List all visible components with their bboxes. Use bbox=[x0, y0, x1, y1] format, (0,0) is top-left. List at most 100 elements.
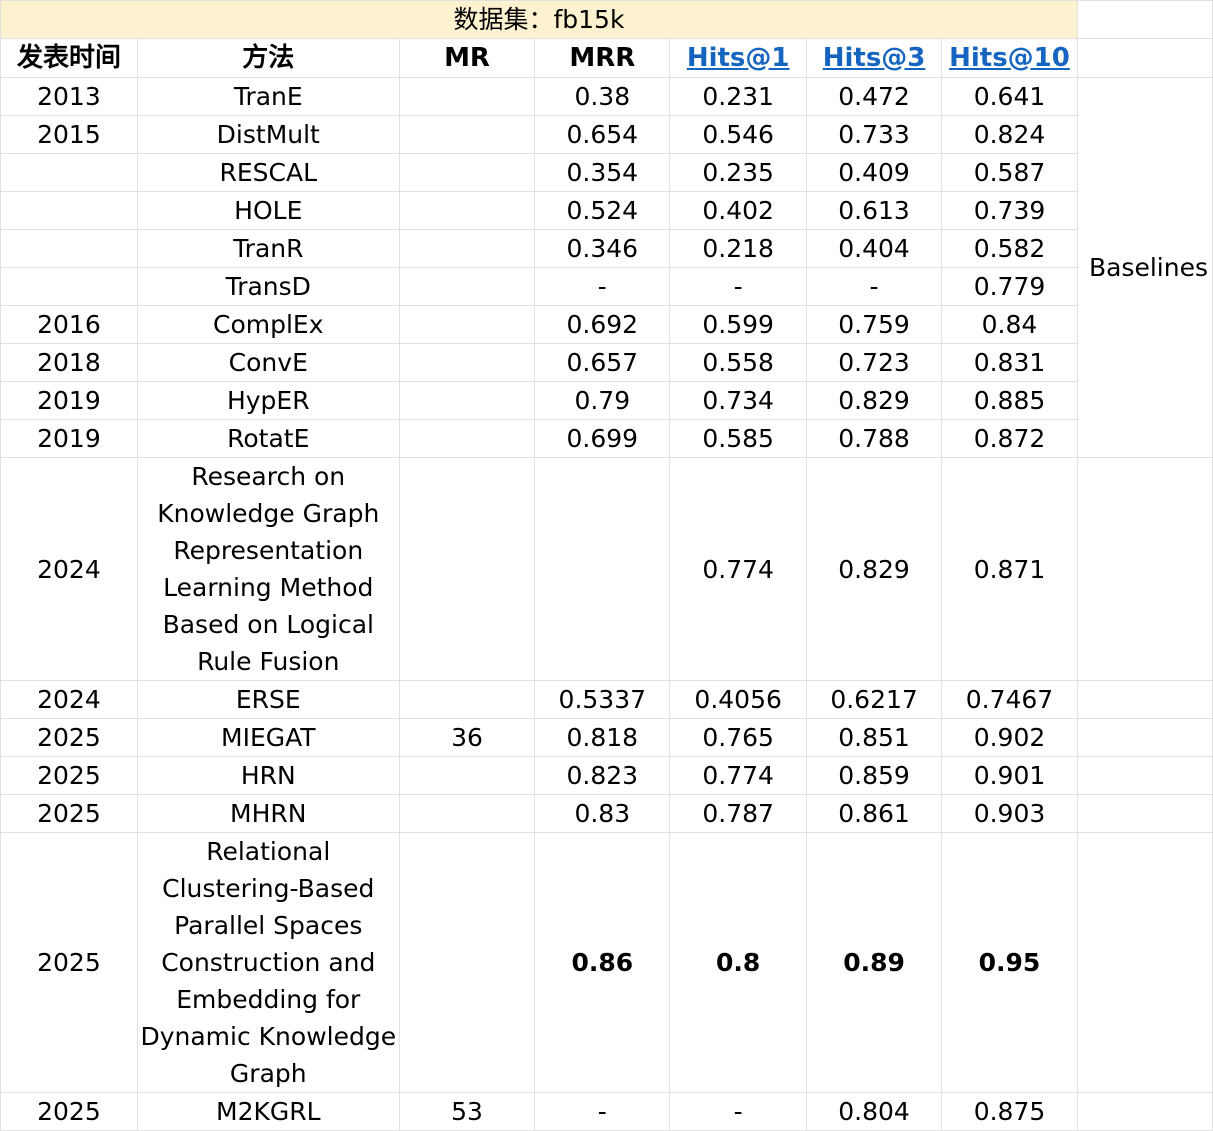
cell-hits10[interactable]: 0.641 bbox=[941, 77, 1078, 116]
cell-hits3[interactable]: 0.89 bbox=[806, 832, 942, 1093]
cell-year[interactable]: 2024 bbox=[0, 680, 138, 719]
empty-cell[interactable] bbox=[1076, 1092, 1213, 1131]
cell-method[interactable]: DistMult bbox=[136, 115, 400, 154]
cell-hits3[interactable]: 0.851 bbox=[806, 718, 942, 757]
cell-mr[interactable] bbox=[398, 115, 536, 154]
cell-method[interactable]: HOLE bbox=[136, 191, 400, 230]
cell-mrr[interactable]: 0.818 bbox=[534, 718, 671, 757]
cell-hits10[interactable]: 0.871 bbox=[941, 457, 1078, 681]
cell-hits1[interactable]: 0.774 bbox=[669, 756, 808, 795]
cell-year[interactable] bbox=[0, 153, 138, 192]
cell-method[interactable]: M2KGRL bbox=[136, 1092, 400, 1131]
cell-mrr[interactable]: 0.823 bbox=[534, 756, 671, 795]
hits3-link[interactable]: Hits@3 bbox=[822, 42, 926, 73]
cell-hits10[interactable]: 0.739 bbox=[941, 191, 1078, 230]
cell-year[interactable]: 2024 bbox=[0, 457, 138, 681]
cell-hits1[interactable]: 0.4056 bbox=[669, 680, 808, 719]
cell-method[interactable]: HypER bbox=[136, 381, 400, 420]
cell-mr[interactable] bbox=[398, 153, 536, 192]
cell-hits10[interactable]: 0.902 bbox=[941, 718, 1078, 757]
cell-hits1[interactable]: 0.231 bbox=[669, 77, 808, 116]
cell-hits3[interactable]: - bbox=[806, 267, 942, 306]
cell-mr[interactable] bbox=[398, 457, 536, 681]
cell-hits3[interactable]: 0.613 bbox=[806, 191, 942, 230]
cell-hits10[interactable]: 0.95 bbox=[941, 832, 1078, 1093]
cell-mr[interactable]: 53 bbox=[398, 1092, 536, 1131]
cell-year[interactable] bbox=[0, 267, 138, 306]
cell-mr[interactable] bbox=[398, 832, 536, 1093]
cell-hits1[interactable]: 0.585 bbox=[669, 419, 808, 458]
cell-year[interactable]: 2025 bbox=[0, 718, 138, 757]
cell-mr[interactable]: 36 bbox=[398, 718, 536, 757]
header-hits1[interactable]: Hits@1 bbox=[669, 38, 808, 78]
header-hits3[interactable]: Hits@3 bbox=[806, 38, 942, 78]
cell-mrr[interactable] bbox=[534, 457, 671, 681]
cell-hits3[interactable]: 0.733 bbox=[806, 115, 942, 154]
cell-year[interactable]: 2013 bbox=[0, 77, 138, 116]
cell-method[interactable]: RotatE bbox=[136, 419, 400, 458]
cell-hits3[interactable]: 0.723 bbox=[806, 343, 942, 382]
cell-hits3[interactable]: 0.861 bbox=[806, 794, 942, 833]
cell-year[interactable]: 2025 bbox=[0, 832, 138, 1093]
cell-hits10[interactable]: 0.582 bbox=[941, 229, 1078, 268]
cell-hits1[interactable]: 0.734 bbox=[669, 381, 808, 420]
cell-method[interactable]: TranR bbox=[136, 229, 400, 268]
cell-mr[interactable] bbox=[398, 381, 536, 420]
cell-hits10[interactable]: 0.587 bbox=[941, 153, 1078, 192]
cell-method[interactable]: TranE bbox=[136, 77, 400, 116]
cell-method[interactable]: MIEGAT bbox=[136, 718, 400, 757]
cell-mrr[interactable]: 0.86 bbox=[534, 832, 671, 1093]
cell-year[interactable]: 2018 bbox=[0, 343, 138, 382]
cell-hits1[interactable]: 0.8 bbox=[669, 832, 808, 1093]
cell-hits1[interactable]: 0.402 bbox=[669, 191, 808, 230]
cell-method[interactable]: Relational Clustering-Based Parallel Spa… bbox=[136, 832, 400, 1093]
header-mrr[interactable]: MRR bbox=[534, 38, 671, 78]
cell-mr[interactable] bbox=[398, 756, 536, 795]
cell-hits3[interactable]: 0.829 bbox=[806, 381, 942, 420]
cell-hits1[interactable]: 0.599 bbox=[669, 305, 808, 344]
hits10-link[interactable]: Hits@10 bbox=[949, 42, 1070, 73]
cell-mrr[interactable]: 0.346 bbox=[534, 229, 671, 268]
cell-mrr[interactable]: 0.654 bbox=[534, 115, 671, 154]
header-year[interactable]: 发表时间 bbox=[0, 38, 138, 78]
cell-mrr[interactable]: 0.354 bbox=[534, 153, 671, 192]
cell-mrr[interactable]: 0.5337 bbox=[534, 680, 671, 719]
cell-method[interactable]: ConvE bbox=[136, 343, 400, 382]
cell-year[interactable]: 2019 bbox=[0, 381, 138, 420]
cell-method[interactable]: Research on Knowledge Graph Representati… bbox=[136, 457, 400, 681]
cell-mrr[interactable]: 0.83 bbox=[534, 794, 671, 833]
cell-hits10[interactable]: 0.824 bbox=[941, 115, 1078, 154]
cell-hits3[interactable]: 0.404 bbox=[806, 229, 942, 268]
cell-year[interactable]: 2016 bbox=[0, 305, 138, 344]
empty-cell[interactable] bbox=[1076, 457, 1213, 681]
dataset-title-cell[interactable]: 数据集：fb15k bbox=[0, 0, 1078, 39]
cell-hits10[interactable]: 0.875 bbox=[941, 1092, 1078, 1131]
cell-hits10[interactable]: 0.84 bbox=[941, 305, 1078, 344]
cell-year[interactable]: 2025 bbox=[0, 794, 138, 833]
baselines-label[interactable]: Baselines bbox=[1076, 77, 1213, 458]
empty-cell[interactable] bbox=[1076, 832, 1213, 1093]
cell-hits1[interactable]: - bbox=[669, 1092, 808, 1131]
header-mr[interactable]: MR bbox=[398, 38, 536, 78]
cell-hits3[interactable]: 0.829 bbox=[806, 457, 942, 681]
cell-mr[interactable] bbox=[398, 229, 536, 268]
cell-method[interactable]: MHRN bbox=[136, 794, 400, 833]
cell-hits3[interactable]: 0.409 bbox=[806, 153, 942, 192]
cell-hits1[interactable]: 0.235 bbox=[669, 153, 808, 192]
cell-mr[interactable] bbox=[398, 419, 536, 458]
cell-mrr[interactable]: 0.79 bbox=[534, 381, 671, 420]
header-hits10[interactable]: Hits@10 bbox=[941, 38, 1078, 78]
cell-hits3[interactable]: 0.759 bbox=[806, 305, 942, 344]
cell-year[interactable] bbox=[0, 229, 138, 268]
cell-hits1[interactable]: 0.558 bbox=[669, 343, 808, 382]
cell-year[interactable]: 2019 bbox=[0, 419, 138, 458]
cell-hits1[interactable]: 0.765 bbox=[669, 718, 808, 757]
cell-hits10[interactable]: 0.779 bbox=[941, 267, 1078, 306]
cell-year[interactable] bbox=[0, 191, 138, 230]
cell-hits3[interactable]: 0.788 bbox=[806, 419, 942, 458]
cell-mr[interactable] bbox=[398, 680, 536, 719]
cell-year[interactable]: 2025 bbox=[0, 1092, 138, 1131]
cell-hits1[interactable]: 0.546 bbox=[669, 115, 808, 154]
cell-hits10[interactable]: 0.903 bbox=[941, 794, 1078, 833]
cell-method[interactable]: ComplEx bbox=[136, 305, 400, 344]
